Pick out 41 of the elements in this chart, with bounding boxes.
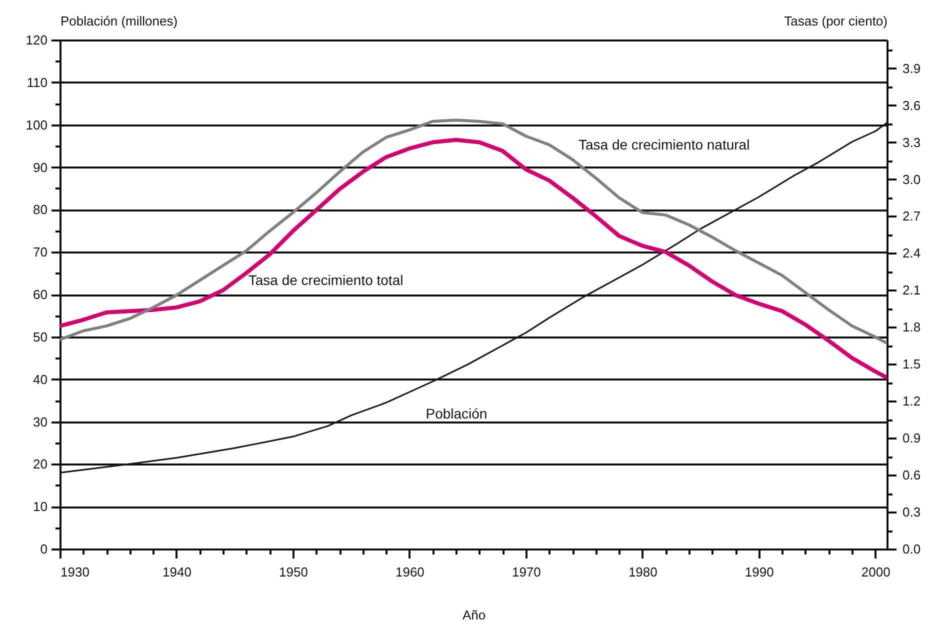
y2-tick-label: 1.8 bbox=[902, 320, 921, 335]
x-tick-label: 1990 bbox=[744, 564, 774, 580]
y-tick-label: 80 bbox=[33, 202, 48, 218]
y2-tick-label: 2.4 bbox=[902, 246, 921, 261]
y-tick-label: 50 bbox=[33, 329, 48, 344]
y-tick-label: 0 bbox=[40, 542, 48, 556]
series-label: Tasa de crecimiento total bbox=[248, 272, 404, 288]
y-tick-label: 100 bbox=[26, 117, 48, 132]
y-tick-label: 40 bbox=[33, 372, 48, 387]
y2-tick-label: 0.9 bbox=[902, 430, 921, 446]
x-tick-label: 1930 bbox=[60, 564, 90, 580]
y-tick-label: 90 bbox=[33, 160, 48, 175]
x-axis-title: Año bbox=[462, 608, 486, 622]
x-tick-label: 1970 bbox=[512, 564, 541, 580]
y-tick-label: 30 bbox=[33, 414, 48, 430]
y-tick-label: 60 bbox=[33, 287, 48, 302]
y-tick-label: 110 bbox=[26, 74, 48, 90]
x-tick-label: 1980 bbox=[628, 564, 658, 580]
y2-tick-label: 0.0 bbox=[902, 542, 921, 556]
y2-tick-label: 2.1 bbox=[902, 282, 921, 298]
series-label: Tasa de crecimiento natural bbox=[578, 136, 750, 153]
y2-axis-title: Tasas (por ciento) bbox=[784, 14, 888, 28]
x-tick-label: 1940 bbox=[162, 564, 192, 580]
y2-tick-label: 2.7 bbox=[902, 208, 921, 224]
x-tick-label: 2000 bbox=[861, 564, 890, 580]
y-tick-label: 20 bbox=[33, 456, 48, 472]
y2-tick-label: 3.9 bbox=[902, 60, 921, 76]
y2-tick-label: 1.2 bbox=[902, 394, 921, 409]
x-tick-label: 1950 bbox=[278, 564, 308, 580]
series-label: Población bbox=[426, 405, 488, 422]
y-axis-title: Población (millones) bbox=[60, 14, 178, 28]
y-tick-label: 70 bbox=[33, 244, 48, 260]
x-tick-label: 1960 bbox=[395, 564, 424, 580]
y-tick-label: 120 bbox=[26, 32, 48, 48]
y2-tick-label: 0.6 bbox=[902, 468, 921, 483]
y2-tick-label: 0.3 bbox=[902, 504, 921, 520]
y-tick-label: 10 bbox=[33, 499, 48, 514]
y2-tick-label: 3.6 bbox=[902, 98, 921, 113]
y2-tick-label: 1.5 bbox=[902, 356, 921, 372]
y2-tick-label: 3.0 bbox=[902, 172, 921, 187]
y2-tick-label: 3.3 bbox=[902, 134, 921, 150]
